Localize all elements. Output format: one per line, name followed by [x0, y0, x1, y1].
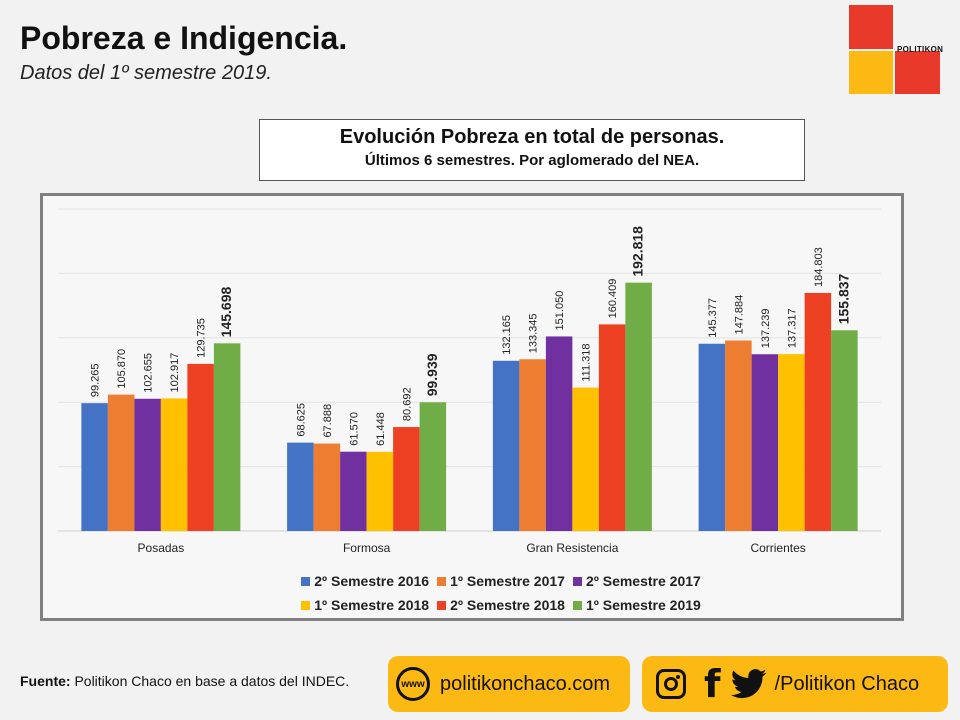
data-label: 102.655: [143, 353, 155, 393]
bar: [804, 292, 832, 531]
legend-item: 2º Semestre 2017: [572, 573, 701, 589]
website-link[interactable]: politikonchaco.com: [440, 672, 611, 695]
category-label: Corrientes: [750, 541, 805, 555]
bar: [492, 360, 520, 531]
globe-www-icon: www: [396, 667, 430, 701]
data-label: 111.318: [581, 343, 593, 381]
bar: [313, 443, 341, 531]
data-label: 67.888: [322, 404, 334, 438]
data-label: 80.692: [401, 387, 413, 421]
legend-swatch: [437, 600, 447, 610]
data-label: 192.818: [630, 226, 646, 277]
logo-square-top-left: [849, 5, 893, 49]
chart-subtitle: Últimos 6 semestres. Por aglomerado del …: [364, 152, 700, 169]
data-label: 129.735: [196, 318, 208, 358]
data-label: 145.698: [218, 287, 234, 338]
legend-label: 2º Semestre 2016: [314, 573, 430, 589]
bar: [213, 343, 241, 531]
bar: [134, 398, 161, 531]
bar-chart: 99.265 105.870 102.655 102.917 129.735 145.69…: [58, 208, 881, 555]
source-note: Fuente: Politikon Chaco en base a datos …: [20, 672, 360, 690]
logo-text: POLITIKON: [897, 45, 944, 54]
category-label: Formosa: [343, 541, 391, 555]
legend-row: 2º Semestre 2016 1º Semestre 2017 2º Semes…: [261, 569, 741, 593]
bar: [831, 330, 858, 531]
legend-item: 2º Semestre 2016: [301, 573, 429, 589]
bar: [393, 427, 420, 531]
bar: [160, 398, 188, 531]
data-label: 160.409: [607, 279, 619, 319]
bar: [545, 336, 573, 531]
bar: [187, 363, 214, 531]
bar: [625, 282, 652, 531]
bar: [572, 387, 599, 531]
legend-label: 1º Semestre 2019: [585, 597, 701, 613]
legend-swatch: [301, 600, 311, 610]
bar: [519, 359, 546, 531]
instagram-icon[interactable]: [656, 669, 686, 699]
chart-legend: 2º Semestre 2016 1º Semestre 2017 2º Semes…: [261, 569, 741, 617]
bar: [598, 324, 626, 531]
legend-swatch: [437, 576, 447, 586]
data-label: 145.377: [707, 298, 719, 338]
data-label: 132.165: [501, 315, 513, 355]
category-label: Gran Resistencia: [526, 541, 618, 555]
data-label: 184.803: [813, 247, 825, 287]
bar: [107, 394, 135, 531]
data-label: 105.870: [116, 349, 128, 389]
legend-label: 2º Semestre 2018: [450, 597, 565, 613]
category-label: Posadas: [138, 541, 185, 555]
legend-label: 1º Semestre 2017: [450, 573, 565, 589]
bar: [81, 403, 108, 531]
legend-swatch: [572, 600, 582, 610]
logo-square-bottom-right: [895, 51, 940, 94]
legend-label: 2º Semestre 2017: [585, 573, 701, 589]
social-handle[interactable]: /Politikon Chaco: [774, 672, 920, 695]
legend-item: 1º Semestre 2017: [437, 573, 565, 589]
facebook-icon[interactable]: f: [704, 662, 721, 706]
data-label: 151.050: [554, 291, 566, 331]
data-label: 99.939: [424, 353, 440, 396]
data-label: 68.625: [295, 403, 307, 437]
legend-item: 2º Semestre 2018: [437, 597, 565, 613]
logo-square-bottom-left: [849, 51, 893, 94]
bar: [419, 402, 447, 531]
twitter-icon[interactable]: [730, 669, 767, 699]
social-pill[interactable]: f /Politikon Chaco: [642, 656, 948, 712]
data-label: 137.239: [760, 308, 772, 348]
chart-frame: 99.265 105.870 102.655 102.917 129.735 145.69…: [40, 193, 904, 621]
data-label: 155.837: [835, 273, 851, 324]
chart-title: Evolución Pobreza en total de personas.: [339, 126, 725, 148]
legend-swatch: [572, 576, 582, 586]
bar: [751, 354, 779, 531]
legend-item: 1º Semestre 2019: [572, 597, 701, 613]
legend-swatch: [301, 576, 311, 586]
data-label: 147.884: [733, 295, 745, 335]
bar: [725, 340, 752, 531]
data-label: 61.570: [348, 412, 360, 446]
data-label: 102.917: [169, 353, 181, 393]
bar: [698, 343, 726, 531]
page-subtitle: Datos del 1º semestre 2019.: [20, 62, 272, 84]
data-label: 99.265: [90, 363, 102, 397]
legend-label: 1º Semestre 2018: [314, 597, 430, 613]
bar: [287, 442, 314, 531]
legend-row: 1º Semestre 2018 2º Semestre 2018 1º Semes…: [261, 593, 741, 617]
logo-square-top-right: [895, 5, 940, 49]
data-label: 133.345: [528, 313, 540, 353]
bar: [778, 354, 805, 531]
data-label: 61.448: [375, 412, 387, 446]
source-label: Fuente:: [20, 673, 71, 689]
politikon-logo: POLITIKON: [849, 5, 944, 94]
bar: [340, 451, 367, 531]
page-title: Pobreza e Indigencia.: [20, 20, 348, 56]
legend-item: 1º Semestre 2018: [301, 597, 429, 613]
source-text: Politikon Chaco en base a datos del INDE…: [70, 673, 350, 689]
chart-title-box: Evolución Pobreza en total de personas. …: [259, 119, 805, 181]
data-label: 137.317: [786, 308, 798, 348]
bar: [366, 451, 394, 531]
website-pill[interactable]: www politikonchaco.com: [388, 656, 630, 712]
